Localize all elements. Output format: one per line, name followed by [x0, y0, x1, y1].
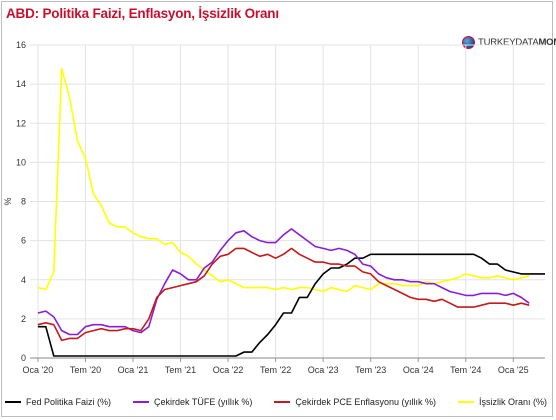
- y-tick-label: 16: [16, 40, 26, 50]
- x-tick-label: Oca '23: [308, 365, 339, 375]
- x-tick-label: Tem '24: [450, 365, 481, 375]
- x-tick-label: Oca '20: [23, 365, 54, 375]
- x-tick-label: Tem '20: [70, 365, 101, 375]
- legend-label: Çekirdek TÜFE (yıllık %): [154, 397, 253, 407]
- chart-title: ABD: Politika Faizi, Enflasyon, İşsizlik…: [6, 6, 279, 21]
- x-tick-label: Oca '21: [118, 365, 149, 375]
- series-line-1: [37, 228, 530, 336]
- y-tick-label: 8: [21, 197, 26, 207]
- x-tick-label: Oca '25: [498, 365, 529, 375]
- x-tick-label: Tem '21: [165, 365, 196, 375]
- legend-label: Fed Politika Faizi (%): [26, 397, 112, 407]
- legend-label: İşsizlik Oranı (%): [478, 397, 547, 407]
- y-axis-label: %: [3, 197, 13, 205]
- legend-item-3[interactable]: İşsizlik Oranı (%): [457, 397, 547, 407]
- legend-item-2[interactable]: Çekirdek PCE Enflasyonu (yıllık %): [274, 397, 436, 407]
- brand-logo: TURKEYDATAMONITOR: [462, 36, 556, 49]
- x-tick-label: Oca '24: [403, 365, 434, 375]
- x-tick-label: Tem '23: [355, 365, 386, 375]
- legend-swatch: [5, 401, 22, 403]
- x-tick-labels: Oca '20 Tem '20 Oca '21 Tem '21 Oca '22 Tem '…: [23, 365, 529, 375]
- brand-part1: TURKEYDATA: [478, 37, 539, 48]
- y-tick-label: 4: [21, 275, 26, 285]
- legend-label: Çekirdek PCE Enflasyonu (yıllık %): [295, 397, 436, 407]
- y-tick-label: 2: [21, 314, 26, 324]
- y-tick-label: 6: [21, 236, 26, 246]
- y-tick-label: 0: [21, 353, 26, 363]
- y-tick-labels: 0 2 4 6 8 10 12 14 16: [16, 40, 26, 363]
- legend-swatch: [457, 401, 474, 403]
- legend-swatch: [133, 401, 150, 403]
- series-lines: [37, 67, 545, 357]
- legend-item-1[interactable]: Çekirdek TÜFE (yıllık %): [133, 397, 252, 407]
- series-line-3: [37, 67, 530, 293]
- y-tick-label: 10: [16, 157, 26, 167]
- y-tick-label: 12: [16, 118, 26, 128]
- globe-icon: [462, 36, 475, 49]
- series-line-2: [37, 247, 530, 342]
- gridlines: [30, 44, 545, 362]
- legend-swatch: [274, 401, 291, 403]
- series-line-0: [37, 253, 545, 357]
- legend-item-0[interactable]: Fed Politika Faizi (%): [5, 397, 111, 407]
- brand-part2: MONITOR: [538, 37, 556, 48]
- x-tick-label: Oca '22: [213, 365, 244, 375]
- x-tick-label: Tem '22: [260, 365, 291, 375]
- y-tick-label: 14: [16, 79, 26, 89]
- legend: Fed Politika Faizi (%) Çekirdek TÜFE (yıl…: [0, 397, 552, 407]
